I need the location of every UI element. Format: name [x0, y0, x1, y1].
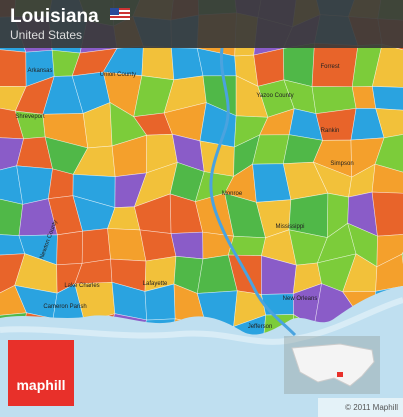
region [170, 231, 204, 260]
place-label: Forrest [320, 64, 339, 70]
region [371, 43, 403, 88]
region [47, 168, 74, 200]
place-label: Union County [100, 72, 136, 78]
logo-box [8, 340, 74, 406]
flag [110, 8, 130, 20]
place-label: Yazoo County [256, 93, 293, 99]
header-bar [0, 0, 403, 48]
region [374, 134, 403, 173]
region [107, 228, 147, 262]
place-label: Cameron Parish [43, 304, 86, 310]
region [371, 163, 403, 194]
logo-text: maphill [16, 377, 65, 393]
region [16, 165, 53, 205]
place-label: Arkansas [27, 68, 52, 74]
region [315, 108, 357, 141]
copyright: © 2011 Maphill [345, 403, 398, 412]
place-label: Monroe [222, 191, 243, 197]
region [253, 48, 285, 87]
region [375, 253, 403, 292]
region [56, 230, 83, 266]
place-label: Simpson [330, 161, 353, 167]
place-label: Shreveport [15, 114, 45, 120]
place-label: Lake Charles [64, 283, 99, 289]
title: Louisiana [10, 6, 99, 27]
place-label: Mississippi [275, 224, 304, 230]
footer-bg [318, 398, 403, 417]
place-label: New Orleans [283, 296, 318, 302]
region [199, 140, 235, 177]
place-label: Jefferson [248, 324, 273, 330]
river [209, 47, 297, 337]
inset-map [284, 336, 380, 394]
region [139, 229, 177, 262]
place-label: Rankin [321, 128, 340, 134]
region [371, 86, 403, 111]
subtitle: United States [10, 28, 82, 42]
region [141, 45, 175, 81]
shallow-water [0, 297, 403, 345]
region [282, 42, 315, 87]
place-label: Lafayette [143, 281, 168, 287]
region [371, 191, 403, 237]
region [351, 86, 377, 109]
region [81, 228, 111, 264]
region [0, 49, 27, 87]
